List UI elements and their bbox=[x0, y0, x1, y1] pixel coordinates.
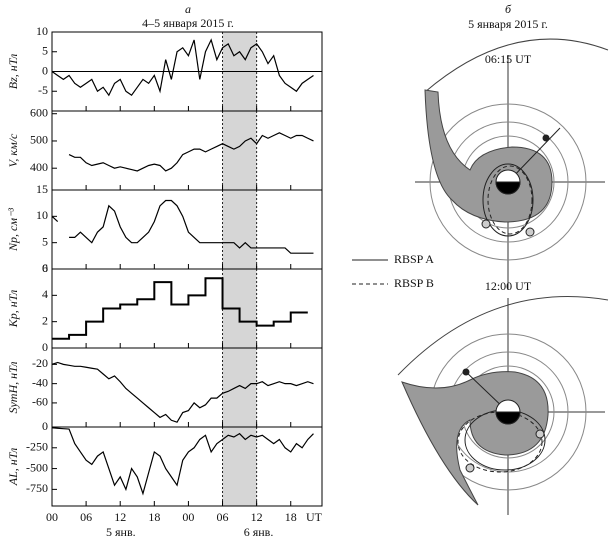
data-line bbox=[51, 361, 314, 423]
y-tick-label: 500 bbox=[30, 133, 48, 147]
diagram-upper bbox=[415, 38, 609, 290]
highlight-band bbox=[222, 348, 257, 427]
day-label: 5 янв. bbox=[106, 525, 136, 536]
y-axis-label: SymH, нТл bbox=[6, 361, 20, 413]
x-tick-label: 18 bbox=[285, 510, 297, 524]
y-tick-label: 6 bbox=[42, 261, 48, 275]
legend-label: RBSP A bbox=[394, 252, 434, 266]
step-line bbox=[52, 277, 308, 340]
data-line bbox=[51, 427, 314, 496]
highlight-band bbox=[222, 111, 257, 190]
data-line bbox=[51, 199, 314, 254]
x-tick-label: 06 bbox=[80, 510, 92, 524]
x-axis-label: UT bbox=[306, 510, 323, 524]
legend-label: RBSP B bbox=[394, 276, 434, 290]
y-tick-label: -500 bbox=[26, 460, 48, 474]
panel-frame bbox=[51, 426, 323, 507]
x-tick-label: 18 bbox=[148, 510, 160, 524]
y-axis-label: Np, см⁻³ bbox=[6, 208, 20, 252]
data-line bbox=[68, 132, 314, 172]
x-tick-label: 00 bbox=[182, 510, 194, 524]
panel-frame bbox=[51, 268, 323, 349]
y-tick-label: 4 bbox=[42, 287, 48, 301]
panel-label: а bbox=[185, 2, 191, 16]
y-tick-label: 0 bbox=[42, 63, 48, 77]
y-tick-label: 10 bbox=[36, 208, 48, 222]
y-axis-label: AL, нТл bbox=[6, 448, 20, 486]
y-tick-label: 2 bbox=[42, 313, 48, 327]
x-tick-label: 12 bbox=[114, 510, 126, 524]
diagram-date: 5 января 2015 г. bbox=[468, 17, 548, 31]
y-tick-label: 400 bbox=[30, 160, 48, 174]
y-tick-label: 0 bbox=[42, 340, 48, 354]
y-tick-label: 5 bbox=[42, 234, 48, 248]
y-tick-label: -750 bbox=[26, 481, 48, 495]
time-label: 06:15 UT bbox=[485, 52, 532, 66]
x-tick-label: 12 bbox=[251, 510, 263, 524]
x-tick-label: 06 bbox=[217, 510, 229, 524]
x-tick-label: 00 bbox=[46, 510, 58, 524]
y-tick-label: 5 bbox=[42, 44, 48, 58]
y-tick-label: 15 bbox=[36, 182, 48, 196]
highlight-band bbox=[222, 427, 257, 506]
chart-subtitle: 4–5 января 2015 г. bbox=[142, 16, 234, 30]
y-tick-label: -250 bbox=[26, 440, 48, 454]
y-tick-label: 0 bbox=[42, 261, 48, 275]
data-line bbox=[51, 38, 314, 97]
y-tick-label: -5 bbox=[38, 83, 48, 97]
y-axis-label: Kp, нТл bbox=[6, 290, 20, 328]
y-tick-label: 0 bbox=[42, 419, 48, 433]
y-axis-label: V, км/с bbox=[6, 133, 20, 167]
panel-frame bbox=[51, 347, 323, 428]
day-label: 6 янв. bbox=[244, 525, 274, 536]
y-tick-label: -20 bbox=[32, 356, 48, 370]
panel-label: б bbox=[505, 2, 512, 16]
y-tick-label: 600 bbox=[30, 105, 48, 119]
highlight-band bbox=[222, 190, 257, 269]
y-tick-label: -60 bbox=[32, 395, 48, 409]
y-axis-label: Bz, нТл bbox=[6, 54, 20, 89]
panel-frame bbox=[51, 110, 323, 191]
y-tick-label: 10 bbox=[36, 24, 48, 38]
time-label: 12:00 UT bbox=[485, 279, 532, 293]
diagram-lower bbox=[397, 296, 609, 515]
y-tick-label: -40 bbox=[32, 375, 48, 389]
